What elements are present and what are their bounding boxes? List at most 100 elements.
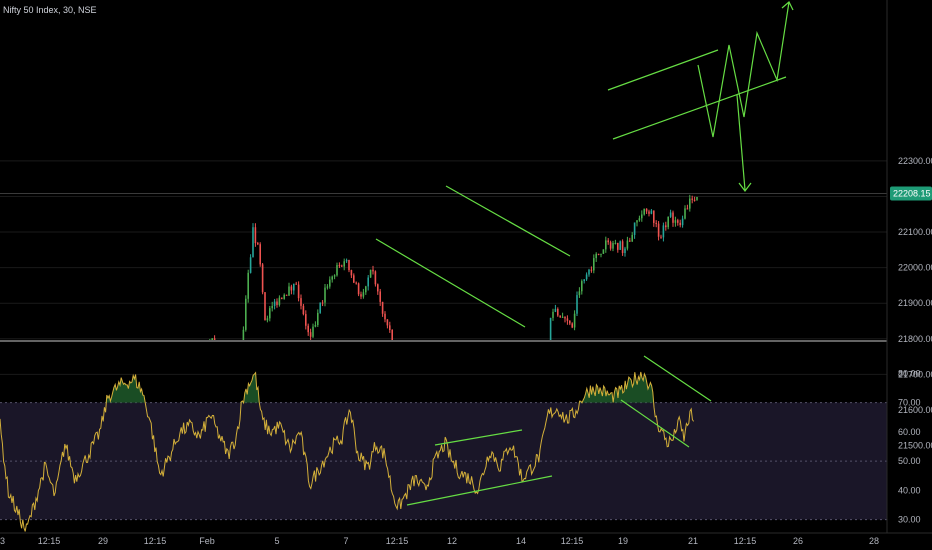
candle-body — [643, 208, 645, 215]
rsi-band — [0, 340, 887, 521]
candle-body — [660, 236, 662, 238]
time-tick-label: 12:15 — [561, 536, 584, 546]
candle-body — [300, 298, 302, 306]
candle-body — [679, 222, 681, 226]
candle-body — [317, 312, 319, 325]
candle-body — [645, 208, 648, 212]
candle-body — [696, 196, 698, 200]
candle-body — [302, 305, 305, 315]
candle-body — [585, 274, 588, 280]
candle-body — [686, 208, 689, 210]
candle-body — [600, 253, 602, 255]
candle-body — [612, 243, 614, 249]
candle-body — [338, 265, 341, 267]
time-tick-label: 29 — [98, 536, 108, 546]
time-tick-label: 5 — [274, 536, 279, 546]
candle-body — [211, 338, 213, 340]
candle-body — [329, 279, 331, 287]
time-tick-label: 12:15 — [38, 536, 61, 546]
candle-body — [674, 220, 677, 223]
rsi-tick-label: 70.00 — [898, 398, 921, 408]
candle-body — [381, 301, 384, 314]
candle-body — [245, 298, 247, 330]
price-tick-label: 21500.00 — [898, 441, 932, 451]
candle-body — [564, 316, 566, 319]
rsi-tick-label: 50.00 — [898, 456, 921, 466]
candle-body — [254, 227, 257, 244]
time-tick-label: Feb — [199, 536, 215, 546]
rsi-tick-label: 80.00 — [898, 368, 921, 378]
candle-body — [617, 242, 619, 250]
candle-body — [257, 243, 259, 245]
candle-body — [607, 240, 609, 243]
candle-body — [633, 222, 636, 235]
time-tick-label: 19 — [618, 536, 628, 546]
price-tick-label: 22000.00 — [898, 263, 932, 273]
candle-body — [326, 286, 329, 288]
candle-body — [597, 253, 600, 255]
rsi-path — [0, 371, 695, 532]
candle-body — [569, 320, 571, 324]
candle-body — [689, 198, 691, 209]
time-tick-label: 14 — [516, 536, 526, 546]
candle-body — [309, 332, 312, 337]
price-tick-label: 21600.00 — [898, 405, 932, 415]
candle-body — [276, 301, 278, 305]
candle-body — [391, 330, 393, 340]
trendline — [607, 49, 719, 91]
rsi-overbought-fill — [0, 372, 694, 403]
candle-body — [621, 241, 624, 254]
rsi-tick-label: 30.00 — [898, 515, 921, 525]
candle-body — [557, 308, 559, 316]
candle-body — [677, 220, 679, 223]
candle-body — [638, 218, 641, 221]
candle-body — [259, 244, 261, 265]
candle-body — [384, 313, 386, 320]
candle-body — [271, 305, 273, 309]
drawing-annotations[interactable] — [375, 1, 794, 506]
candle-body — [665, 225, 667, 228]
trendline — [643, 355, 712, 402]
time-tick-label: 26 — [793, 536, 803, 546]
price-scale-background — [887, 0, 932, 550]
time-tick-label: 12:15 — [144, 536, 167, 546]
last-price-label: 22208.15 — [893, 189, 931, 199]
candle-body — [631, 234, 633, 242]
arrow-down-head — [738, 182, 752, 192]
candle-body — [360, 294, 362, 297]
candle-body — [614, 242, 617, 244]
candle-body — [355, 282, 357, 284]
candle-body — [655, 222, 657, 224]
candle-body — [681, 218, 684, 226]
candle-body — [566, 318, 569, 321]
candle-body — [252, 227, 254, 258]
candle-body — [305, 314, 307, 326]
candle-body — [321, 302, 324, 304]
candle-body — [247, 272, 249, 299]
candle-body — [297, 284, 300, 299]
candle-body — [295, 283, 297, 285]
candle-body — [307, 325, 309, 333]
candle-body — [369, 269, 372, 278]
candle-body — [324, 287, 326, 303]
candle-body — [389, 325, 391, 331]
candle-body — [691, 198, 693, 200]
candle-body — [314, 324, 317, 327]
time-tick-label: 12:15 — [386, 536, 409, 546]
candle-body — [693, 199, 696, 201]
chart-title: Nifty 50 Index, 30, NSE — [3, 5, 97, 15]
candle-body — [559, 315, 561, 318]
candle-body — [374, 271, 377, 285]
time-tick-label: 3 — [0, 536, 5, 546]
candle-body — [590, 269, 593, 271]
candle-body — [667, 216, 669, 228]
candle-body — [636, 220, 638, 223]
trendline — [434, 429, 523, 446]
candle-body — [319, 302, 321, 313]
arrow-up-head — [781, 1, 794, 11]
candle-body — [290, 286, 293, 291]
bearish-projection — [736, 94, 746, 191]
candle-body — [593, 258, 595, 271]
